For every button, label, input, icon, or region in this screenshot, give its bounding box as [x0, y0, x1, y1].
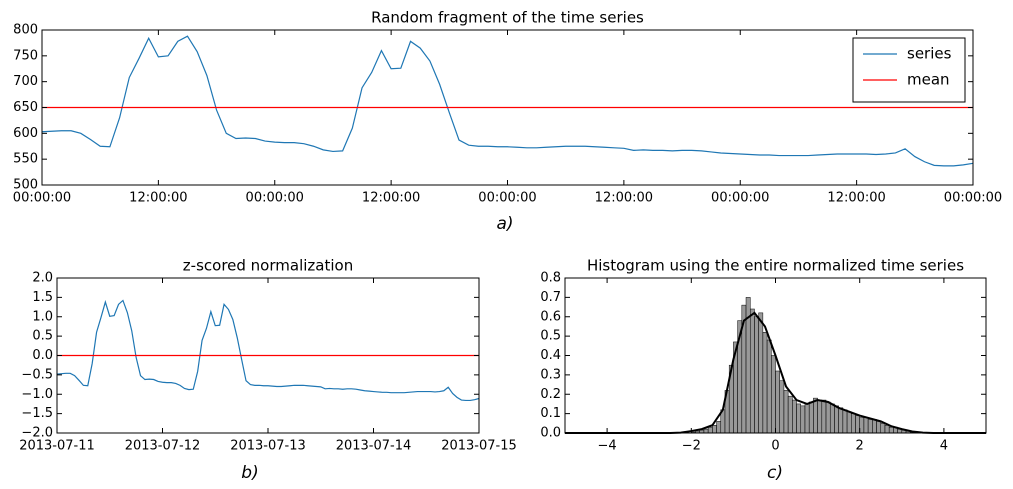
histogram-bar: [829, 403, 835, 434]
y-tick-label: 2.0: [32, 271, 53, 286]
x-tick-label: 00:00:00: [711, 191, 769, 206]
y-tick-label: 0.1: [540, 406, 561, 421]
histogram-bar: [762, 332, 768, 434]
histogram-bar: [884, 425, 890, 434]
x-tick-label: 4: [940, 439, 948, 454]
y-tick-label: 0.6: [540, 309, 561, 324]
histogram-bar: [872, 419, 877, 434]
histogram-bar: [716, 421, 722, 434]
y-tick-label: 0.2: [540, 387, 561, 402]
histogram-bar: [771, 355, 776, 434]
y-tick-label: 600: [13, 126, 38, 141]
x-tick-label: 2: [856, 439, 864, 454]
x-tick-label: −4: [598, 439, 617, 454]
y-tick-label: 0.7: [540, 290, 561, 305]
y-tick-label: −2.0: [21, 426, 53, 441]
histogram-bar: [855, 415, 860, 434]
histogram-bar: [888, 426, 894, 434]
histogram-bar: [834, 405, 839, 434]
y-tick-label: 0.3: [540, 367, 561, 382]
y-tick-label: 0.5: [540, 329, 561, 344]
y-tick-label: 1.5: [32, 290, 53, 305]
histogram-bar: [846, 411, 852, 434]
series-line: [56, 299, 480, 402]
y-tick-label: 0.0: [32, 348, 53, 363]
caption: b): [241, 463, 258, 483]
histogram-bar: [779, 380, 785, 434]
histogram-bar: [758, 312, 764, 434]
histogram-bar: [800, 405, 806, 434]
histogram-bar: [775, 370, 780, 434]
caption: c): [767, 463, 783, 483]
histogram-bar: [754, 316, 759, 434]
histogram-bar: [766, 339, 772, 434]
histogram-bar: [842, 409, 848, 434]
y-tick-label: −0.5: [21, 367, 53, 382]
histogram-bar: [796, 403, 802, 434]
y-tick-label: 700: [13, 74, 38, 89]
histogram-bar: [749, 308, 755, 434]
x-tick-label: 2013-07-13: [230, 439, 306, 454]
x-tick-label: 12:00:00: [827, 191, 885, 206]
x-tick-label: 12:00:00: [595, 191, 653, 206]
y-tick-label: 550: [13, 152, 38, 167]
x-tick-label: 00:00:00: [13, 191, 71, 206]
chart-title: Histogram using the entire normalized ti…: [587, 257, 964, 275]
x-tick-label: 12:00:00: [362, 191, 420, 206]
histogram-bar: [880, 423, 886, 434]
histogram-bar: [817, 399, 823, 434]
y-tick-label: 800: [13, 23, 38, 38]
histogram-bar: [792, 399, 797, 434]
histogram-bar: [808, 401, 814, 434]
y-tick-label: 0.8: [540, 271, 561, 286]
y-tick-label: −1.0: [21, 387, 53, 402]
chart-title: Random fragment of the time series: [371, 9, 644, 27]
series-line: [41, 35, 974, 167]
x-tick-label: 12:00:00: [129, 191, 187, 206]
histogram-bar: [876, 421, 881, 434]
x-tick-label: 2013-07-15: [441, 439, 517, 454]
histogram-bar: [712, 425, 717, 434]
legend-box: [852, 37, 966, 103]
x-tick-label: −2: [682, 439, 701, 454]
histogram-bar: [851, 413, 856, 434]
histogram-bar: [787, 395, 793, 434]
x-tick-label: 0: [771, 439, 779, 454]
histogram-bar: [821, 399, 827, 434]
histogram-bar: [838, 407, 844, 434]
y-tick-label: 0.5: [32, 329, 53, 344]
x-tick-label: 2013-07-14: [336, 439, 412, 454]
legend-label: series: [907, 45, 952, 63]
histogram-bar: [707, 426, 713, 434]
y-tick-label: 1.0: [32, 309, 53, 324]
histogram-bar: [804, 403, 810, 434]
histogram-bar: [703, 428, 709, 434]
x-tick-label: 00:00:00: [944, 191, 1002, 206]
caption: a): [496, 214, 513, 234]
legend-label: mean: [907, 71, 950, 89]
y-tick-label: 500: [13, 178, 38, 193]
x-tick-label: 2013-07-12: [125, 439, 201, 454]
histogram-bar: [859, 417, 865, 434]
histogram-bar: [783, 390, 789, 434]
y-tick-label: 750: [13, 48, 38, 63]
y-tick-label: 650: [13, 100, 38, 115]
y-tick-label: 0.4: [540, 348, 561, 363]
histogram-bar: [825, 401, 831, 434]
chart-title: z-scored normalization: [183, 257, 353, 275]
y-tick-label: 0.0: [540, 426, 561, 441]
histogram-bar: [867, 419, 873, 434]
x-tick-label: 00:00:00: [246, 191, 304, 206]
histogram-bar: [863, 417, 869, 434]
x-tick-label: 00:00:00: [478, 191, 536, 206]
histogram-bar: [813, 397, 818, 434]
x-tick-label: 2013-07-11: [19, 439, 95, 454]
y-tick-label: −1.5: [21, 406, 53, 421]
